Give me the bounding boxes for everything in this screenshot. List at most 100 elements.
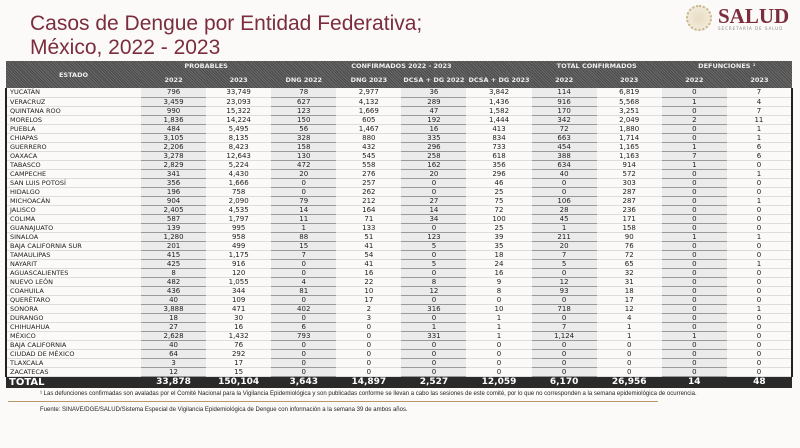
cell-value: 16 [336,268,402,278]
subheader-col: 2022 [661,71,727,88]
state-name: COAHUILA [5,286,141,296]
cell-value: 88 [271,232,337,242]
cell-value: 3 [336,313,402,323]
cell-value: 0 [401,358,467,368]
cell-value: 0 [661,322,727,332]
cell-value: 33,878 [141,376,207,388]
coat-of-arms-icon [686,5,712,31]
cell-value: 12 [531,277,597,287]
cell-value: 32 [596,268,662,278]
cell-value: 236 [596,205,662,215]
cell-value: 192 [401,115,467,125]
cell-value: 904 [141,196,207,206]
cell-value: 402 [271,304,337,314]
cell-value: 12,643 [206,151,272,161]
cell-value: 1 [531,223,597,233]
cell-value: 139 [141,223,207,233]
cell-value: 41 [336,241,402,251]
cell-value: 471 [206,304,272,314]
cell-value: 46 [466,178,532,188]
cell-value: 0 [401,313,467,323]
cell-value: 276 [336,169,402,179]
cell-value: 79 [271,196,337,206]
cell-value: 356 [141,178,207,188]
cell-value: 14 [401,205,467,215]
cell-value: 0 [661,304,727,314]
cell-value: 0 [661,133,727,143]
cell-value: 2,090 [206,196,272,206]
cell-value: 48 [726,376,792,388]
cell-value: 2,977 [336,88,402,98]
cell-value: 0 [726,214,794,224]
state-name: HIDALGO [5,187,141,197]
cell-value: 1,669 [336,106,402,116]
cell-value: 916 [206,259,272,269]
cell-value: 114 [531,88,597,98]
cell-value: 15 [271,241,337,251]
cell-value: 558 [336,160,402,170]
cell-value: 28 [531,205,597,215]
cell-value: 0 [596,349,662,359]
cell-value: 8,423 [206,142,272,152]
cell-value: 0 [401,268,467,278]
cell-value: 0 [401,187,467,197]
cell-value: 16 [206,322,272,332]
cell-value: 0 [726,367,794,377]
state-name: QUERÉTARO [5,295,141,305]
cell-value: 1,175 [206,250,272,260]
cell-value: 1 [466,322,532,332]
cell-value: 2,405 [141,205,207,215]
cell-value: 0 [336,322,402,332]
cell-value: 7 [661,151,727,161]
cell-value: 0 [531,313,597,323]
cell-value: 45 [531,214,597,224]
cell-value: 482 [141,277,207,287]
cell-value: 6,170 [531,376,597,388]
cell-value: 331 [401,331,467,341]
cell-value: 0 [726,277,794,287]
cell-value: 0 [726,268,794,278]
state-name: OAXACA [5,151,141,161]
cell-value: 834 [466,133,532,143]
cell-value: 916 [531,97,597,107]
table-row: AGUASCALIENTES 8 120 0 16 0 16 0 32 0 0 [5,268,794,278]
state-name: AGUASCALIENTES [5,268,141,278]
cell-value: 0 [531,178,597,188]
cell-value: 454 [531,142,597,152]
cell-value: 78 [271,88,337,98]
cell-value: 472 [271,160,337,170]
table-row: TABASCO 2,829 5,224 472 558 162 356 634 914 1 0 [5,160,794,170]
cell-value: 72 [531,124,597,134]
divider [8,401,658,402]
header-confirmados: CONFIRMADOS 2022 - 2023 [271,61,532,71]
cell-value: 8 [401,277,467,287]
cell-value: 258 [401,151,467,161]
cell-value: 120 [206,268,272,278]
cell-value: 76 [596,241,662,251]
cell-value: 0 [726,187,794,197]
cell-value: 100 [466,214,532,224]
cell-value: 0 [271,313,337,323]
cell-value: 0 [531,295,597,305]
cell-value: 0 [401,340,467,350]
cell-value: 1,055 [206,277,272,287]
source-note: Fuente: SINAVE/DGE/SALUD/Sistema Especia… [40,407,408,413]
cell-value: 36 [401,88,467,98]
cell-value: 718 [531,304,597,314]
cell-value: 436 [141,286,207,296]
subheader-col: 2023 [726,71,792,88]
header-defunciones: DEFUNCIONES ¹ [661,61,792,71]
cell-value: 0 [661,295,727,305]
cell-value: 201 [141,241,207,251]
logo-name: SALUD [718,3,790,28]
cell-value: 3,888 [141,304,207,314]
cell-value: 0 [661,367,727,377]
table-row: TAMAULIPAS 415 1,175 7 54 0 18 7 72 0 0 [5,250,794,260]
cell-value: 47 [401,106,467,116]
cell-value: 40 [141,340,207,350]
cell-value: 0 [401,223,467,233]
cell-value: 292 [206,349,272,359]
cell-value: 0 [271,358,337,368]
cell-value: 1 [726,196,794,206]
cell-value: 130 [271,151,337,161]
